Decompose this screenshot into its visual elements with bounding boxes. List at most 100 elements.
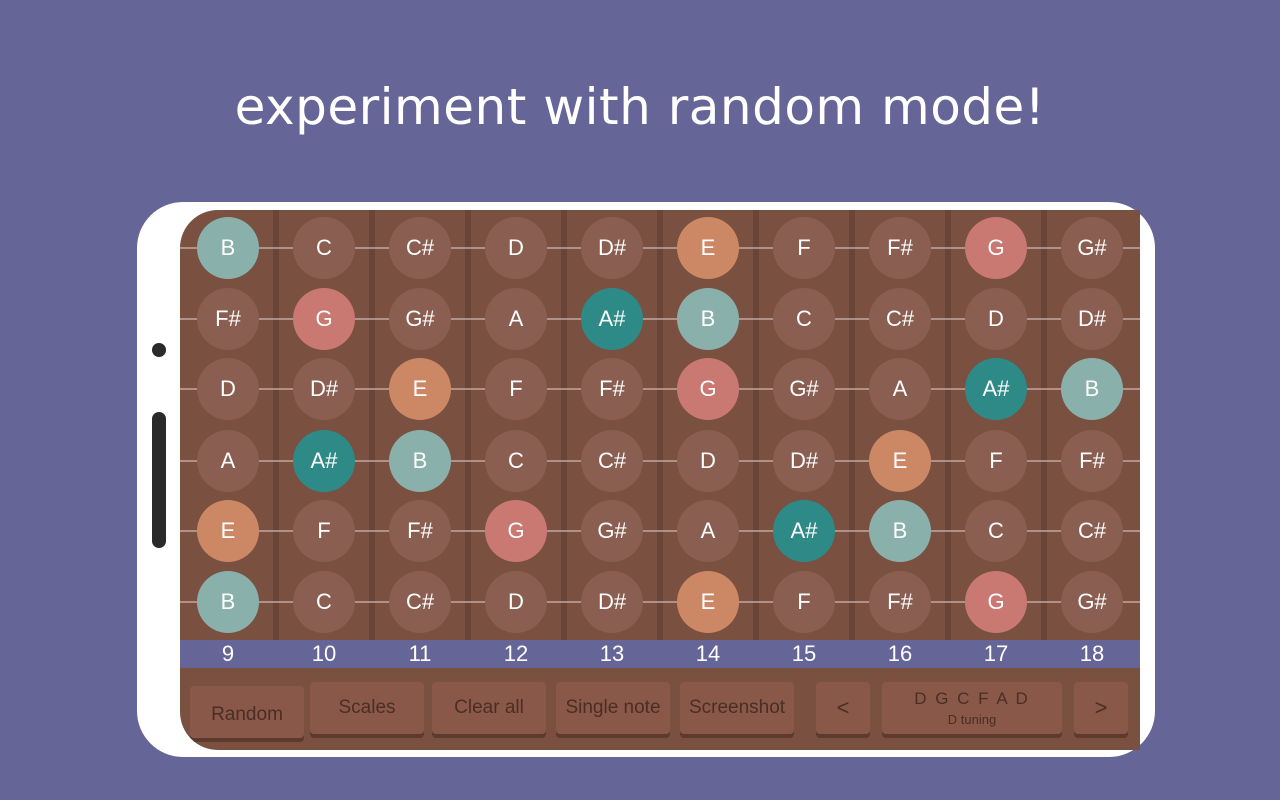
next-tuning-button[interactable]: > <box>1074 682 1128 734</box>
note-button[interactable]: C# <box>389 217 451 279</box>
guitar-string <box>180 318 1140 320</box>
screenshot-button[interactable]: Screenshot <box>680 682 794 734</box>
camera-icon <box>152 343 166 357</box>
note-button[interactable]: A <box>677 500 739 562</box>
note-button[interactable]: A# <box>581 288 643 350</box>
note-button[interactable]: F <box>965 430 1027 492</box>
note-button[interactable]: E <box>389 358 451 420</box>
note-button[interactable]: D <box>677 430 739 492</box>
note-button[interactable]: F <box>485 358 547 420</box>
note-button[interactable]: A <box>869 358 931 420</box>
note-button[interactable]: G# <box>773 358 835 420</box>
tuning-display[interactable]: D G C F A D D tuning <box>882 682 1062 734</box>
note-button[interactable]: F# <box>869 571 931 633</box>
note-button[interactable]: B <box>197 217 259 279</box>
fret-number: 18 <box>1079 641 1105 666</box>
fret-number: 11 <box>408 641 432 666</box>
note-button[interactable]: B <box>389 430 451 492</box>
single-note-button[interactable]: Single note <box>556 682 670 734</box>
note-button[interactable]: G <box>485 500 547 562</box>
fret-number: 14 <box>695 641 721 666</box>
note-button[interactable]: F# <box>581 358 643 420</box>
note-button[interactable]: E <box>869 430 931 492</box>
note-button[interactable]: G# <box>1061 571 1123 633</box>
guitar-string <box>180 247 1140 249</box>
fret-wire <box>945 210 951 640</box>
note-button[interactable]: G <box>965 217 1027 279</box>
fret-wire <box>657 210 663 640</box>
prev-tuning-button[interactable]: < <box>816 682 870 734</box>
note-button[interactable]: G# <box>581 500 643 562</box>
fret-number: 10 <box>311 641 337 666</box>
note-button[interactable]: E <box>197 500 259 562</box>
note-button[interactable]: G <box>965 571 1027 633</box>
note-button[interactable]: A# <box>965 358 1027 420</box>
fret-wire <box>369 210 375 640</box>
note-button[interactable]: D# <box>773 430 835 492</box>
note-button[interactable]: D <box>965 288 1027 350</box>
fret-wire <box>273 210 279 640</box>
note-button[interactable]: B <box>869 500 931 562</box>
note-button[interactable]: G# <box>389 288 451 350</box>
note-button[interactable]: D <box>197 358 259 420</box>
note-button[interactable]: C# <box>389 571 451 633</box>
guitar-string <box>180 388 1140 390</box>
note-button[interactable]: F <box>773 217 835 279</box>
note-button[interactable]: F# <box>389 500 451 562</box>
fret-number: 12 <box>503 641 529 666</box>
fret-number: 16 <box>887 641 913 666</box>
note-button[interactable]: A <box>197 430 259 492</box>
fretboard-screen: B C C# D D# E F F# G G# F# G G# A A# B C C# D D# D D# E F F# G G# A… <box>180 210 1140 750</box>
clear-all-button[interactable]: Clear all <box>432 682 546 734</box>
fret-number: 9 <box>221 641 235 666</box>
note-button[interactable]: A# <box>293 430 355 492</box>
note-button[interactable]: C# <box>581 430 643 492</box>
note-button[interactable]: C# <box>1061 500 1123 562</box>
note-button[interactable]: D# <box>1061 288 1123 350</box>
note-button[interactable]: C <box>773 288 835 350</box>
note-button[interactable]: D# <box>293 358 355 420</box>
fret-wire <box>1041 210 1047 640</box>
note-button[interactable]: E <box>677 217 739 279</box>
note-button[interactable]: B <box>1061 358 1123 420</box>
note-button[interactable]: C <box>485 430 547 492</box>
fret-number-bar: 9 10 11 12 13 14 15 16 17 18 <box>180 640 1140 668</box>
note-button[interactable]: G <box>677 358 739 420</box>
fret-number: 17 <box>983 641 1009 666</box>
scales-button[interactable]: Scales <box>310 682 424 734</box>
note-button[interactable]: C <box>293 571 355 633</box>
note-button[interactable]: C <box>965 500 1027 562</box>
note-button[interactable]: C <box>293 217 355 279</box>
fret-number: 15 <box>791 641 817 666</box>
note-button[interactable]: B <box>677 288 739 350</box>
note-button[interactable]: F <box>293 500 355 562</box>
note-button[interactable]: D# <box>581 217 643 279</box>
guitar-string <box>180 530 1140 532</box>
note-button[interactable]: F# <box>1061 430 1123 492</box>
note-button[interactable]: D <box>485 217 547 279</box>
note-button[interactable]: G <box>293 288 355 350</box>
fret-wire <box>465 210 471 640</box>
note-button[interactable]: B <box>197 571 259 633</box>
phone-side-button <box>152 412 166 548</box>
note-button[interactable]: C# <box>869 288 931 350</box>
note-button[interactable]: D <box>485 571 547 633</box>
note-button[interactable]: F# <box>197 288 259 350</box>
fret-wire <box>849 210 855 640</box>
note-button[interactable]: F# <box>869 217 931 279</box>
note-button[interactable]: G# <box>1061 217 1123 279</box>
note-button[interactable]: A <box>485 288 547 350</box>
fret-number: 13 <box>599 641 625 666</box>
headline: experiment with random mode! <box>234 78 1046 136</box>
note-button[interactable]: D# <box>581 571 643 633</box>
guitar-string <box>180 601 1140 603</box>
tuning-name: D tuning <box>947 712 997 727</box>
note-button[interactable]: A# <box>773 500 835 562</box>
tuning-notes: D G C F A D <box>914 689 1030 708</box>
fret-wire <box>561 210 567 640</box>
fret-wire <box>753 210 759 640</box>
note-button[interactable]: E <box>677 571 739 633</box>
random-button[interactable]: Random <box>190 686 304 738</box>
note-button[interactable]: F <box>773 571 835 633</box>
guitar-string <box>180 460 1140 462</box>
